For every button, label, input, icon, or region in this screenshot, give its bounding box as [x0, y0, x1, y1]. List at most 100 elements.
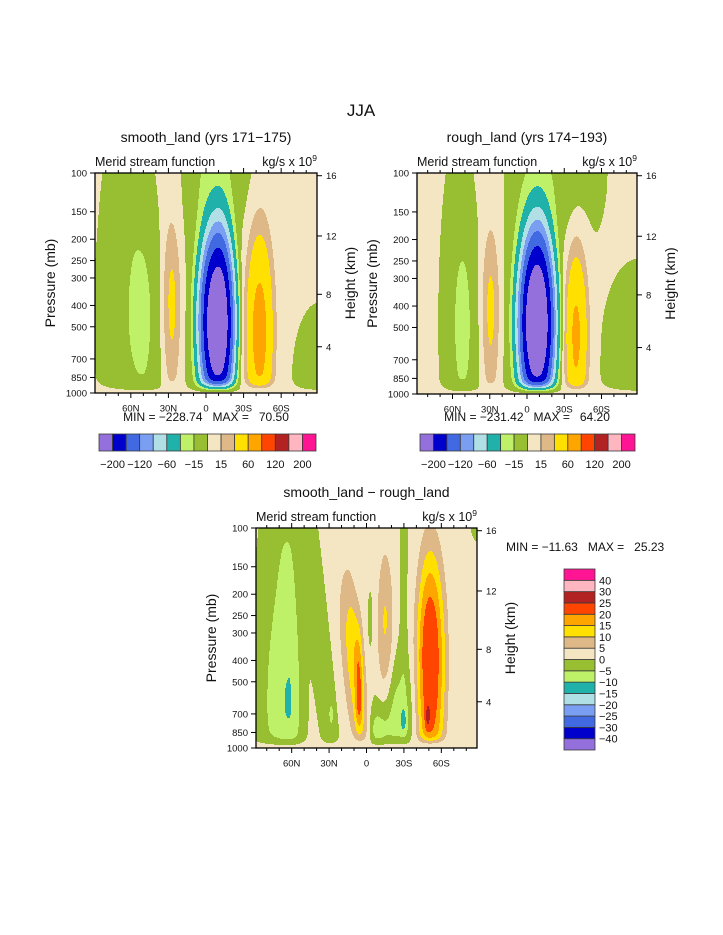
- contour-band: [147, 273, 160, 274]
- contour-band: [236, 291, 238, 292]
- contour-band: [196, 223, 201, 224]
- contour-band: [237, 373, 239, 374]
- contour-band: [232, 267, 234, 268]
- contour-band: [266, 322, 273, 323]
- contour-band: [241, 366, 244, 367]
- contour-band: [134, 363, 147, 364]
- contour-band: [277, 349, 294, 350]
- contour-band: [185, 370, 192, 371]
- contour-band: [195, 238, 199, 239]
- contour-band: [96, 374, 161, 375]
- contour-band: [196, 324, 198, 325]
- contour-band: [233, 314, 235, 315]
- contour-band: [161, 373, 167, 374]
- contour-band: [232, 247, 235, 248]
- contour-band: [238, 255, 241, 256]
- contour-band: [242, 286, 245, 287]
- contour-band: [233, 225, 236, 226]
- contour-band: [231, 239, 234, 240]
- contour-band: [193, 263, 196, 264]
- contour-band: [177, 241, 185, 242]
- contour-band: [198, 280, 200, 281]
- contour-band: [233, 315, 235, 316]
- contour-band: [237, 263, 239, 264]
- contour-band: [228, 369, 231, 370]
- contour-band: [236, 255, 238, 256]
- contour-band: [185, 261, 193, 262]
- contour-band: [269, 224, 317, 225]
- contour-band: [242, 281, 245, 282]
- contour-band: [233, 196, 247, 197]
- contour-band: [206, 279, 211, 280]
- contour-band: [202, 263, 205, 264]
- contour-band: [199, 377, 202, 378]
- contour-band: [145, 261, 160, 262]
- contour-band: [141, 252, 160, 253]
- contour-band: [237, 336, 239, 337]
- contour-band: [180, 300, 186, 301]
- contour-band: [266, 324, 273, 325]
- contour-band: [232, 291, 234, 292]
- contour-band: [235, 240, 237, 241]
- contour-band: [185, 352, 191, 353]
- contour-band: [273, 330, 277, 331]
- contour-band: [229, 358, 232, 359]
- contour-band: [202, 383, 207, 384]
- contour-band: [228, 254, 231, 255]
- contour-band: [245, 267, 250, 268]
- contour-band: [242, 294, 244, 295]
- contour-band: [240, 282, 242, 283]
- contour-band: [204, 372, 207, 373]
- contour-band: [210, 283, 225, 284]
- contour-band: [199, 197, 208, 198]
- contour-band: [244, 351, 247, 352]
- contour-band: [191, 341, 193, 342]
- contour-band: [177, 369, 185, 370]
- contour-band: [194, 292, 197, 293]
- contour-band: [202, 216, 210, 217]
- contour-band: [241, 370, 244, 371]
- contour-band: [191, 354, 194, 355]
- contour-band: [165, 348, 179, 349]
- contour-band: [198, 323, 201, 324]
- contour-band: [209, 384, 226, 385]
- contour-band: [198, 368, 201, 369]
- contour-band: [183, 208, 198, 209]
- contour-band: [233, 301, 235, 302]
- contour-band: [209, 386, 226, 387]
- contour-band: [231, 364, 233, 365]
- contour-band: [275, 272, 317, 273]
- contour-band: [266, 331, 273, 332]
- contour-band: [207, 329, 228, 330]
- contour-band: [236, 286, 238, 287]
- contour-band: [164, 277, 170, 278]
- contour-band: [197, 250, 201, 251]
- contour-band: [236, 359, 238, 360]
- contour-band: [198, 244, 202, 245]
- contour-band: [244, 362, 247, 363]
- contour-band: [296, 339, 317, 340]
- contour-band: [231, 335, 233, 336]
- contour-band: [254, 355, 265, 356]
- contour-band: [95, 202, 99, 203]
- contour-band: [196, 333, 199, 334]
- contour-band: [221, 209, 230, 210]
- contour-band: [237, 312, 239, 313]
- contour-band: [240, 328, 242, 329]
- contour-band: [160, 309, 164, 310]
- contour-band: [180, 290, 186, 291]
- contour-band: [224, 363, 229, 364]
- contour-band: [185, 353, 191, 354]
- contour-band: [247, 321, 253, 322]
- contour-band: [97, 232, 160, 233]
- contour-band: [174, 228, 184, 229]
- contour-band: [181, 184, 200, 185]
- contour-band: [170, 330, 174, 331]
- contour-band: [207, 314, 227, 315]
- contour-band: [292, 376, 317, 377]
- contour-band: [185, 248, 194, 249]
- contour-band: [239, 326, 240, 327]
- contour-band: [277, 312, 306, 313]
- contour-band: [199, 198, 207, 199]
- contour-band: [237, 270, 239, 271]
